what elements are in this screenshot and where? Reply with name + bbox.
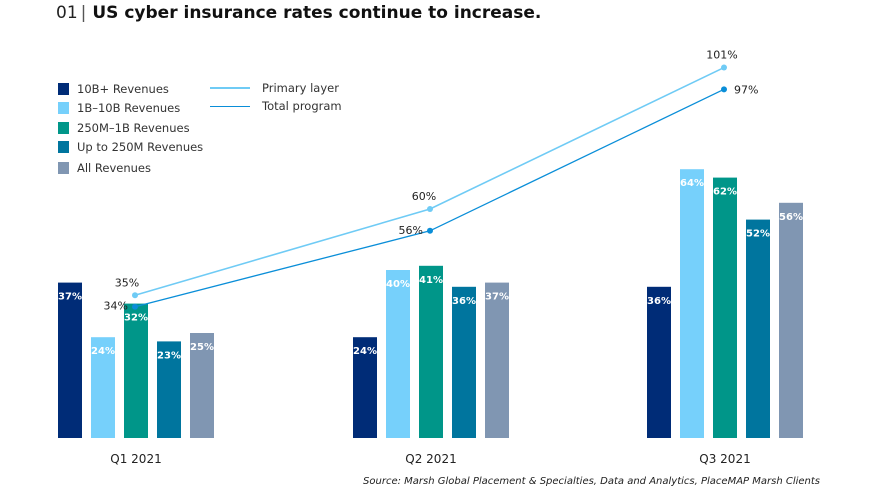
line-point [427,206,433,212]
bar-label: 23% [157,350,181,361]
legend-swatch [58,141,69,153]
bar [419,265,443,438]
line-point [721,64,727,71]
line-point [721,86,727,93]
legend-line [210,105,250,107]
bar-label: 36% [452,296,476,307]
figure-number: 01 [56,3,78,23]
bar-label: 25% [190,342,214,353]
bar-label: 64% [680,178,704,189]
bar [190,333,214,438]
bar [157,341,181,438]
line-label: 34% [104,300,128,313]
category-label: Q3 2021 [699,452,750,466]
line-label: 101% [706,49,737,62]
bar [91,337,115,438]
title-separator: | [80,3,87,23]
line-point [132,303,138,310]
chart-title: 01 | US cyber insurance rates continue to … [56,3,541,23]
bar [452,286,476,438]
legend-label: Up to 250M Revenues [77,140,204,154]
legend-item: Up to 250M Revenues [58,140,203,154]
bar-label: 32% [124,313,148,324]
bar-label: 24% [353,346,377,357]
legend-label: Primary layer [262,81,339,95]
bar [713,177,737,438]
bar-label: 41% [419,275,443,286]
bar-label: 36% [647,296,671,307]
title-text: US cyber insurance rates continue to inc… [92,3,542,23]
legend-label: 250M–1B Revenues [77,121,190,135]
legend-item: Primary layer [210,81,339,95]
legend-item: 10B+ Revenues [58,82,169,96]
legend-item: 1B–10B Revenues [58,101,180,115]
legend-item: Total program [210,99,342,113]
bar [58,282,82,438]
bar-label: 56% [779,212,803,223]
legend-label: All Revenues [77,161,151,175]
bar [124,303,148,438]
line-point [132,292,138,299]
bar-label: 62% [713,187,737,198]
line-label: 60% [412,190,436,203]
line-label: 35% [115,276,139,289]
legend-swatch [58,102,69,114]
legend-swatch [58,122,69,134]
bar-label: 52% [746,229,770,240]
legend-item: All Revenues [58,161,151,175]
legend-swatch [58,162,69,174]
line-label: 56% [399,224,423,237]
legend-label: Total program [262,99,342,113]
legend-line [210,87,250,89]
bar-label: 37% [58,292,82,303]
legend-label: 10B+ Revenues [77,82,169,96]
bar [746,219,770,438]
legend-item: 250M–1B Revenues [58,121,190,135]
bar [353,337,377,438]
bar-label: 24% [91,346,115,357]
bar [386,270,410,438]
bar [485,282,509,438]
bar-label: 40% [386,279,410,290]
bar [680,169,704,438]
line-point [427,227,433,234]
category-label: Q1 2021 [110,452,161,466]
bar [647,286,671,438]
line-label: 97% [734,83,758,96]
legend-label: 1B–10B Revenues [77,101,181,115]
bar-label: 37% [485,292,509,303]
legend-swatch [58,83,69,95]
category-label: Q2 2021 [405,452,456,466]
bar [779,202,803,438]
line-series [134,66,725,297]
source-note: Source: Marsh Global Placement & Special… [363,476,820,487]
